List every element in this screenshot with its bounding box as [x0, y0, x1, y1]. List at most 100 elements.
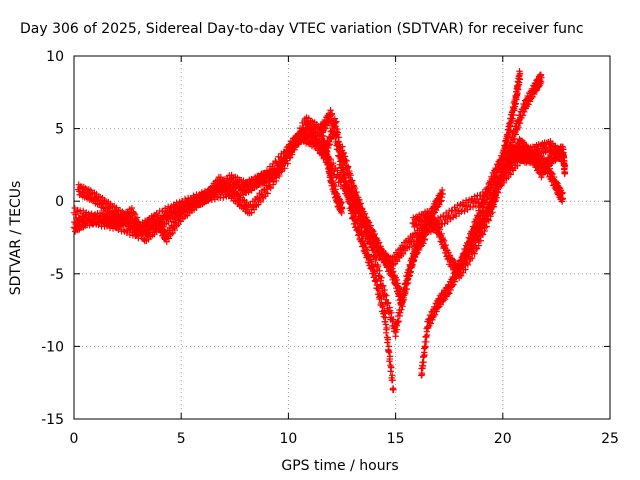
- data-point: [377, 243, 384, 250]
- data-point: [385, 349, 393, 356]
- data-point: [396, 309, 404, 316]
- data-point: [73, 208, 81, 215]
- data-point: [460, 201, 467, 209]
- plot-frame: [73, 55, 611, 420]
- data-point: [373, 254, 380, 262]
- data-point: [420, 358, 427, 366]
- y-axis-label: SDTVAR / TECUs: [8, 181, 24, 296]
- data-point: [72, 211, 79, 218]
- data-point: [340, 149, 348, 157]
- data-point: [468, 197, 476, 204]
- data-point: [390, 316, 397, 323]
- data-point: [436, 216, 444, 224]
- data-point: [355, 224, 363, 231]
- data-point: [439, 190, 446, 198]
- data-point: [376, 267, 383, 275]
- data-point: [369, 226, 376, 234]
- y-tick-label: 10: [46, 49, 64, 65]
- data-point: [362, 246, 370, 253]
- data-point: [338, 154, 346, 161]
- data-point: [250, 206, 258, 213]
- data-marks: [70, 68, 569, 394]
- data-point: [385, 259, 393, 267]
- data-point: [323, 122, 331, 129]
- x-tick-label: 25: [601, 431, 619, 447]
- data-point: [385, 299, 392, 306]
- data-point: [372, 276, 380, 284]
- data-point: [444, 218, 451, 226]
- data-point: [514, 162, 521, 170]
- data-point: [393, 276, 400, 284]
- y-tick-label: 0: [55, 194, 64, 210]
- data-point: [399, 250, 407, 258]
- data-point: [404, 279, 412, 287]
- y-tick-label: -10: [41, 339, 64, 355]
- data-point: [400, 296, 408, 304]
- data-point: [334, 129, 342, 136]
- data-point: [349, 208, 357, 216]
- data-point: [171, 226, 178, 234]
- data-point: [329, 177, 337, 185]
- data-point: [342, 156, 349, 164]
- data-point: [353, 188, 360, 196]
- data-point: [339, 143, 346, 150]
- data-point: [432, 206, 440, 214]
- chart-title: Day 306 of 2025, Sidereal Day-to-day VTE…: [20, 21, 584, 37]
- y-tick-label: -5: [50, 267, 64, 283]
- data-point: [329, 159, 337, 167]
- data-point: [154, 213, 161, 221]
- data-point: [357, 229, 364, 236]
- data-point: [359, 205, 366, 212]
- data-point: [456, 202, 464, 209]
- data-point: [320, 132, 327, 140]
- data-point: [161, 227, 168, 235]
- data-point: [376, 273, 384, 280]
- data-point: [328, 135, 335, 143]
- data-point: [395, 318, 402, 325]
- data-point: [344, 163, 352, 170]
- data-point: [333, 118, 340, 125]
- data-point: [413, 250, 420, 258]
- data-point: [317, 121, 324, 128]
- data-point: [409, 262, 416, 270]
- data-point: [321, 137, 328, 144]
- x-tick-label: 20: [494, 431, 512, 447]
- series-track-4: [317, 121, 346, 217]
- data-point: [328, 174, 336, 181]
- data-point: [277, 165, 284, 173]
- data-point: [333, 190, 340, 197]
- data-point: [385, 343, 393, 350]
- data-point: [128, 204, 136, 212]
- data-point: [463, 202, 471, 210]
- data-point: [416, 240, 423, 247]
- data-point: [155, 216, 163, 224]
- data-point: [258, 191, 265, 198]
- data-point: [410, 257, 418, 264]
- data-point: [338, 205, 346, 212]
- data-point: [384, 336, 392, 343]
- data-point: [349, 177, 356, 184]
- data-point: [217, 173, 225, 181]
- data-point: [363, 214, 370, 221]
- data-point: [220, 194, 227, 201]
- data-point: [386, 353, 394, 360]
- data-point: [381, 251, 389, 258]
- series-track-5: [338, 143, 446, 310]
- data-point: [438, 193, 446, 201]
- data-point: [332, 186, 339, 193]
- data-point: [437, 198, 444, 205]
- y-axis: -15 -10 -5 0 5 10: [41, 49, 610, 428]
- data-point: [309, 128, 317, 135]
- data-point: [418, 371, 426, 378]
- x-tick-label: 10: [279, 431, 297, 447]
- data-point: [403, 285, 410, 293]
- data-point: [399, 303, 406, 310]
- data-point: [381, 309, 388, 316]
- data-point: [422, 343, 429, 350]
- data-point: [421, 351, 428, 359]
- data-point: [371, 230, 379, 238]
- data-point: [334, 167, 341, 174]
- data-point: [417, 239, 424, 246]
- data-point: [381, 291, 389, 298]
